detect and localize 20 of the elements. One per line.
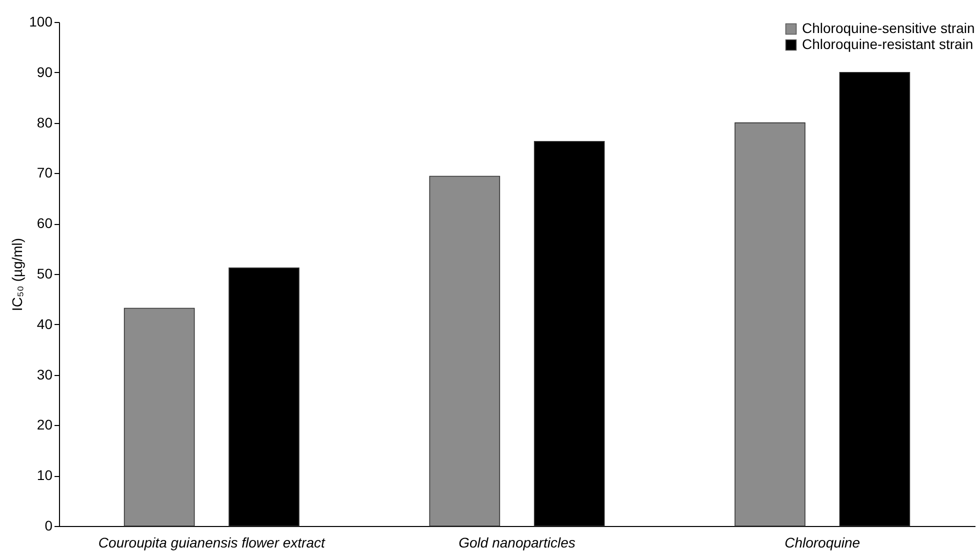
x-tick-label: Chloroquine <box>784 534 860 550</box>
y-tick-label: 70 <box>36 164 53 181</box>
legend-label: Chloroquine-sensitive strain <box>802 20 975 36</box>
y-tick-label: 40 <box>36 316 53 332</box>
x-tick-label: Gold nanoparticles <box>458 534 576 550</box>
bar <box>124 308 195 526</box>
bar <box>429 176 500 526</box>
y-axis-title: IC₅₀ (µg/ml) <box>9 238 26 312</box>
y-tick-label: 20 <box>36 416 53 433</box>
y-tick-label: 60 <box>36 215 53 232</box>
x-tick-label: Couroupita guianensis flower extract <box>98 534 326 550</box>
legend-label: Chloroquine-resistant strain <box>802 36 974 52</box>
y-tick-label: 30 <box>36 366 53 382</box>
y-tick-label: 90 <box>36 64 53 80</box>
y-tick-label: 50 <box>36 266 53 282</box>
bar <box>734 122 806 526</box>
y-tick-label: 10 <box>36 467 53 484</box>
y-tick-label: 100 <box>29 14 53 30</box>
y-tick-label: 80 <box>36 114 53 130</box>
y-tick-label: 0 <box>44 518 53 534</box>
